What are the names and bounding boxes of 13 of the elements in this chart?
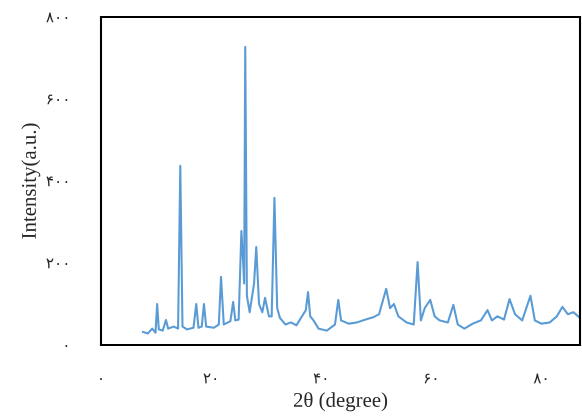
line-series — [142, 46, 580, 335]
x-tick-label: ۴۰ — [314, 374, 326, 384]
y-tick-label: ۴۰۰ — [46, 176, 68, 186]
y-axis-title: Intensity(a.u.) — [21, 123, 40, 239]
y-tick-label: ۸۰۰ — [46, 12, 68, 22]
x-tick-label: ۰ — [100, 378, 102, 380]
x-tick-label: ۲۰ — [204, 374, 216, 384]
y-tick-label: ۶۰۰ — [47, 94, 68, 104]
x-axis-title: 2θ (degree) — [294, 392, 388, 412]
x-tick-label: ۶۰ — [424, 374, 436, 384]
x-tick-label: ۸۰ — [534, 374, 546, 384]
y-tick-label: ۰ — [66, 345, 68, 347]
y-tick-label: ۲۰۰ — [46, 258, 68, 268]
